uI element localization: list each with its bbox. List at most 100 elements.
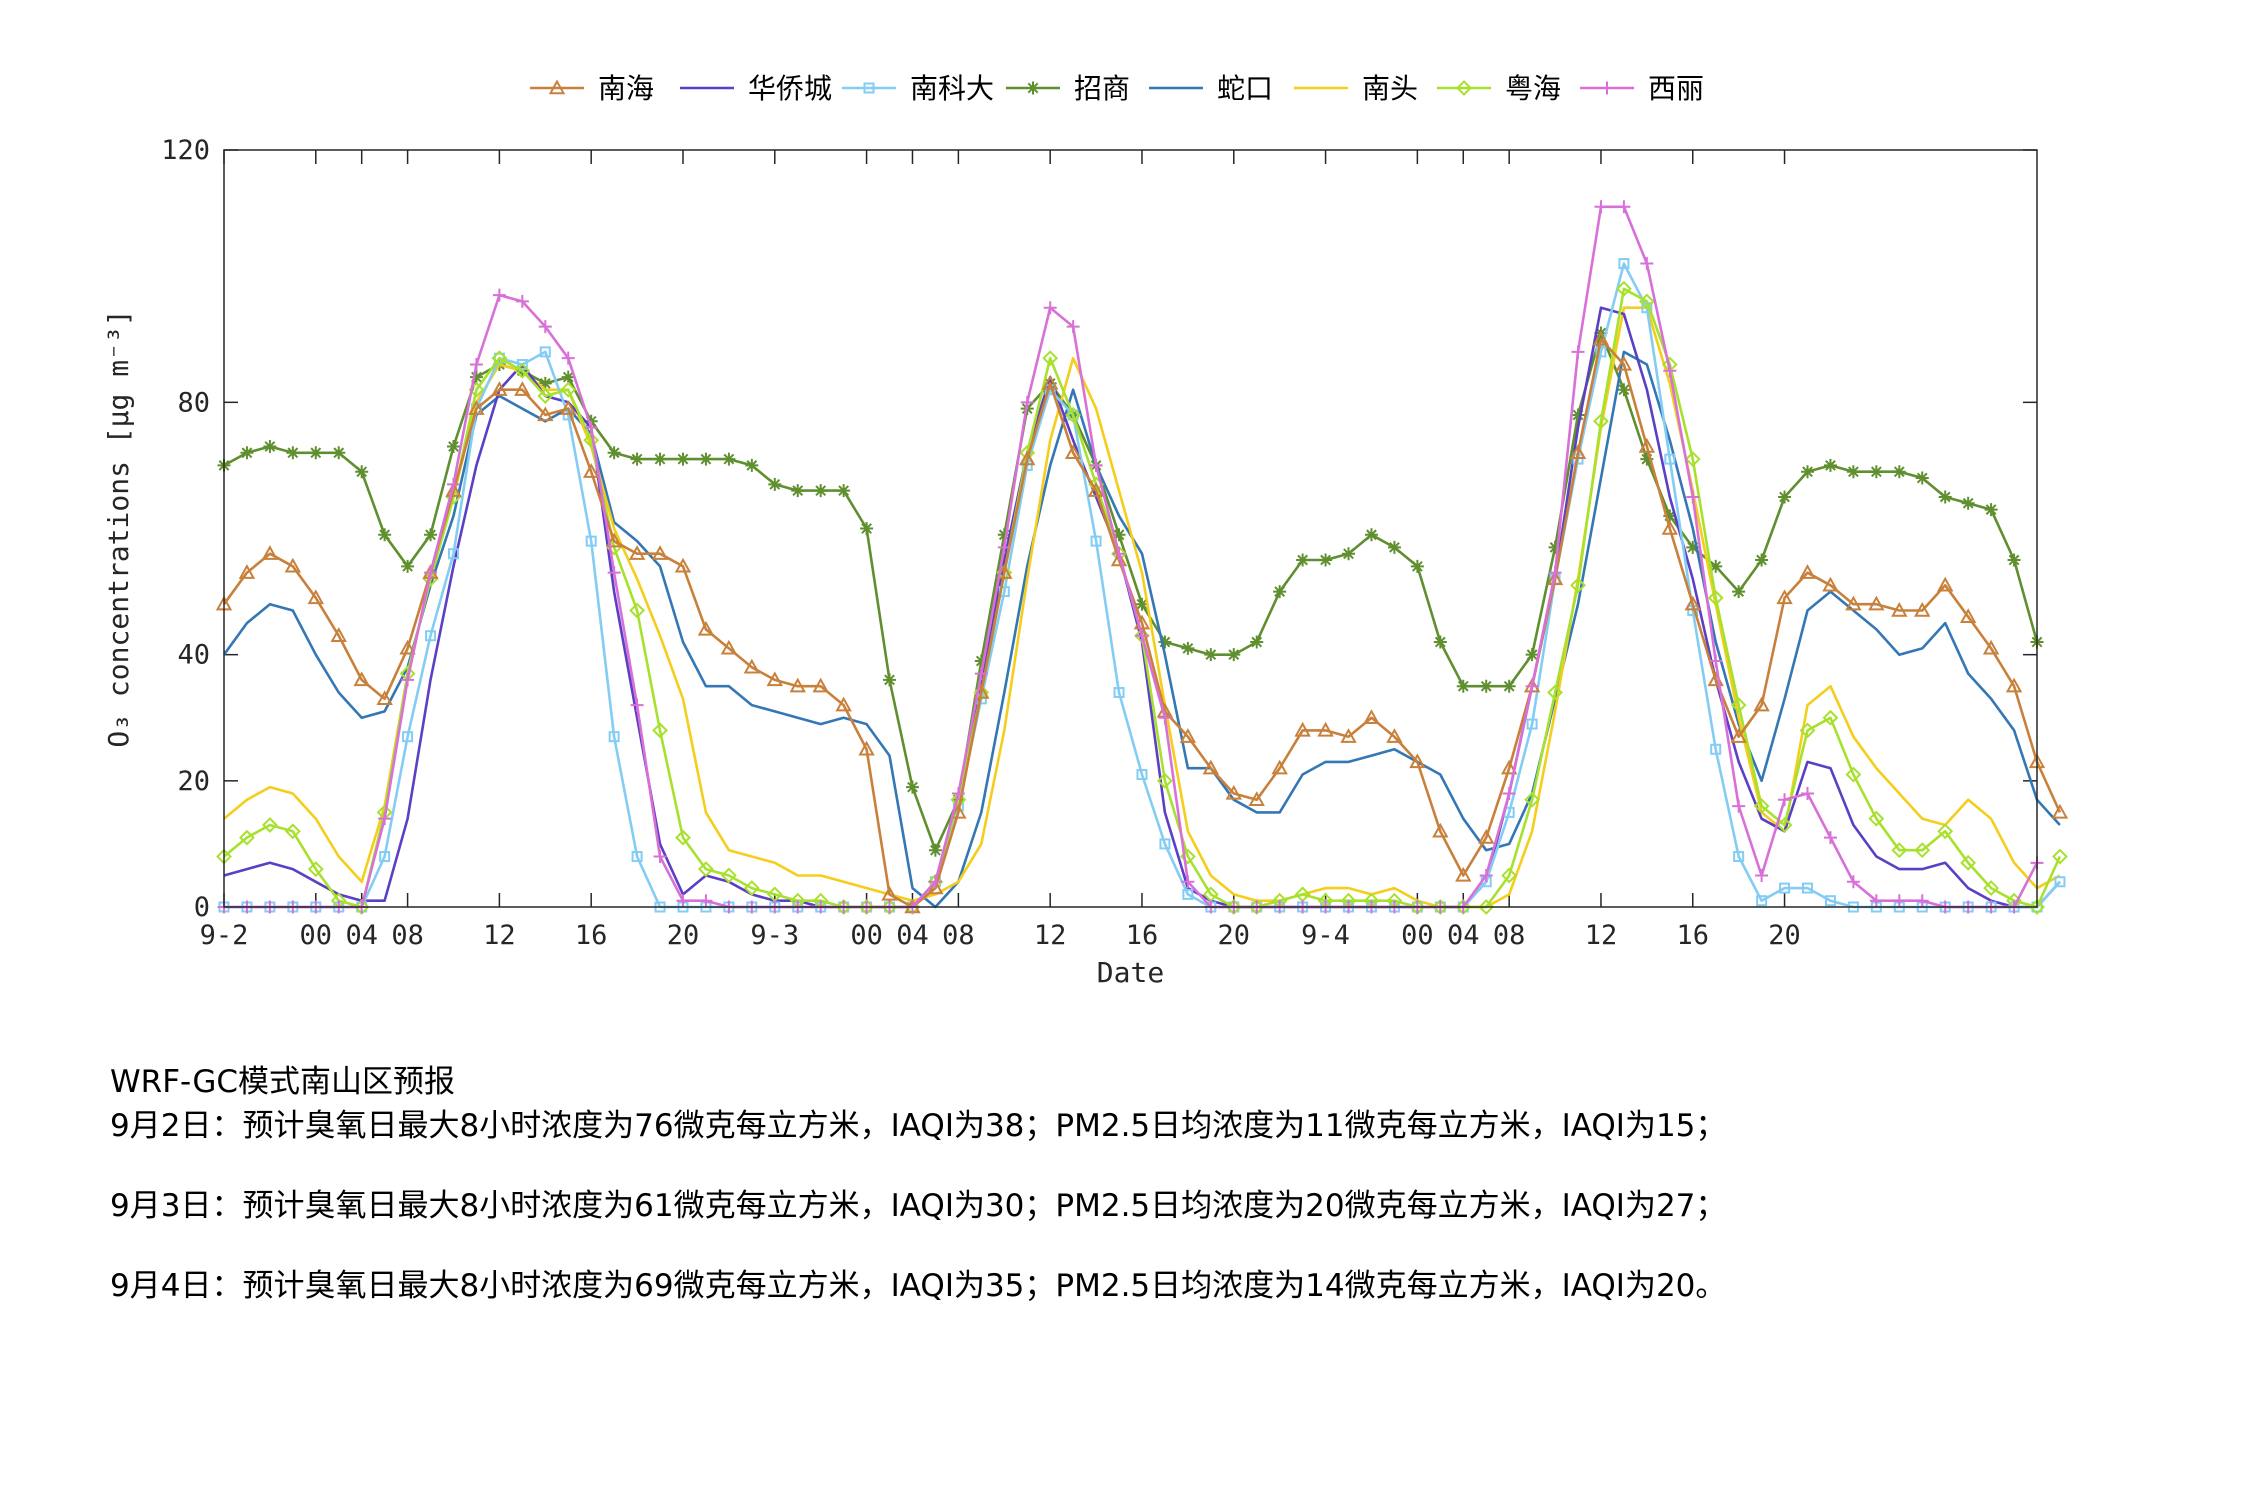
data-point bbox=[1776, 817, 1793, 833]
data-point bbox=[515, 294, 529, 308]
data-point bbox=[1478, 899, 1495, 915]
data-point bbox=[1112, 528, 1126, 542]
data-point bbox=[560, 381, 577, 398]
series-line bbox=[224, 262, 2061, 909]
series-line bbox=[224, 205, 2039, 909]
data-point bbox=[928, 875, 942, 889]
data-point bbox=[307, 589, 324, 605]
series-layer bbox=[215, 200, 2069, 915]
x-axis-label: Date bbox=[1097, 956, 1164, 989]
data-point bbox=[1779, 882, 1791, 894]
data-point bbox=[1730, 728, 1747, 743]
data-point bbox=[1571, 408, 1585, 422]
x-tick-label: 04 bbox=[345, 920, 378, 951]
data-point bbox=[1960, 854, 1977, 871]
data-point bbox=[1250, 635, 1264, 649]
data-point bbox=[927, 879, 944, 895]
data-point bbox=[1824, 895, 1836, 907]
legend-label: 南头 bbox=[1362, 72, 1418, 105]
data-point bbox=[1753, 798, 1770, 814]
forecast-day-2: 9月3日：预计臭氧日最大8小时浓度为61微克每立方米，IAQI为30；PM2.5… bbox=[110, 1188, 1727, 1224]
x-tick-label: 12 bbox=[483, 920, 516, 951]
data-point bbox=[674, 557, 692, 573]
data-point bbox=[1914, 842, 1931, 859]
data-point bbox=[1755, 553, 1769, 567]
y-axis-label: O₃ concentrations [μg m⁻³] bbox=[102, 309, 135, 747]
legend-marker bbox=[1456, 80, 1472, 96]
data-point bbox=[1595, 346, 1607, 358]
data-point bbox=[1181, 875, 1195, 889]
data-point bbox=[492, 288, 506, 302]
data-point bbox=[582, 463, 600, 478]
legend-item: 西丽 bbox=[1580, 72, 1704, 105]
data-point bbox=[401, 673, 415, 687]
forecast-heading: WRF-GC模式南山区预报 bbox=[110, 1064, 456, 1100]
data-point bbox=[1915, 471, 1929, 485]
data-point bbox=[584, 421, 598, 435]
data-point bbox=[1294, 721, 1311, 737]
legend-item: 南头 bbox=[1294, 72, 1418, 105]
data-point bbox=[1663, 364, 1677, 378]
data-point bbox=[1684, 451, 1701, 468]
data-point bbox=[1502, 679, 1516, 693]
data-point bbox=[1732, 585, 1746, 599]
forecast-text: WRF-GC模式南山区预报 9月2日：预计臭氧日最大8小时浓度为76微克每立方米… bbox=[110, 1062, 2210, 1346]
data-point bbox=[653, 452, 667, 466]
data-point bbox=[376, 690, 393, 706]
legend-marker bbox=[1600, 81, 1614, 95]
data-point bbox=[1822, 709, 1839, 726]
series-line bbox=[222, 350, 2061, 909]
data-point bbox=[1432, 822, 1449, 838]
data-point bbox=[1317, 721, 1334, 737]
data-point bbox=[1386, 728, 1403, 743]
legend-label: 招商 bbox=[1074, 72, 1130, 105]
data-point bbox=[491, 350, 508, 367]
data-point bbox=[676, 894, 690, 908]
data-point bbox=[1776, 589, 1793, 605]
data-point bbox=[1663, 509, 1677, 523]
data-point bbox=[1732, 799, 1746, 813]
data-point bbox=[1041, 374, 1059, 390]
legend-marker bbox=[863, 82, 875, 94]
data-point bbox=[997, 540, 1011, 554]
data-point bbox=[1937, 823, 1954, 840]
data-point bbox=[605, 532, 623, 548]
data-point bbox=[743, 658, 761, 674]
data-point bbox=[378, 812, 392, 826]
data-point bbox=[1455, 866, 1472, 882]
data-point bbox=[1961, 496, 1975, 510]
legend-label: 华侨城 bbox=[748, 72, 832, 105]
data-point bbox=[1756, 895, 1768, 907]
data-point bbox=[1296, 553, 1310, 567]
data-point bbox=[1089, 458, 1103, 472]
data-point bbox=[630, 452, 644, 466]
data-point bbox=[1664, 453, 1676, 465]
data-point bbox=[2052, 848, 2068, 865]
x-tick-label: 12 bbox=[1585, 920, 1618, 951]
data-point bbox=[1937, 576, 1954, 592]
data-point bbox=[1066, 320, 1080, 334]
data-point bbox=[1615, 355, 1633, 371]
data-point bbox=[1684, 595, 1701, 611]
data-point bbox=[1845, 595, 1862, 611]
x-tick-label: 00 bbox=[300, 920, 333, 951]
data-point bbox=[2005, 677, 2023, 693]
data-point bbox=[516, 358, 528, 370]
data-point bbox=[1709, 559, 1723, 573]
legend-item: 粤海 bbox=[1437, 72, 1561, 105]
data-point bbox=[1043, 301, 1057, 315]
legend-label: 西丽 bbox=[1648, 72, 1704, 105]
data-point bbox=[1065, 407, 1082, 423]
data-point bbox=[1364, 528, 1378, 542]
data-point bbox=[1020, 395, 1034, 409]
legend-item: 招商 bbox=[1006, 72, 1130, 105]
data-point bbox=[330, 627, 347, 642]
data-point bbox=[608, 731, 620, 743]
data-point bbox=[1526, 718, 1538, 730]
data-point bbox=[1248, 791, 1265, 806]
legend-label: 南科大 bbox=[910, 72, 994, 105]
data-point bbox=[745, 458, 759, 472]
data-point bbox=[1686, 540, 1700, 554]
data-point bbox=[858, 740, 875, 756]
